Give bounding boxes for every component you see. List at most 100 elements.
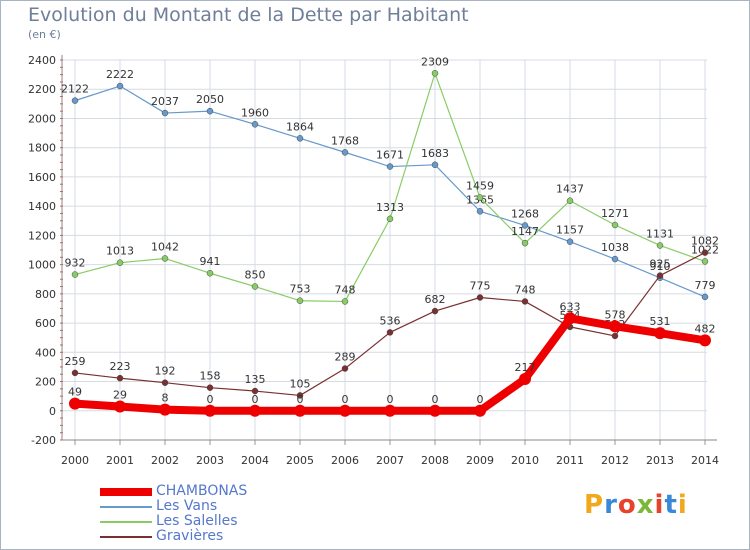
data-point: [206, 269, 214, 277]
data-point: [296, 135, 304, 142]
data-point: [341, 149, 349, 156]
x-tick-label: 2005: [286, 454, 314, 467]
x-tick-label: 2012: [601, 454, 629, 467]
data-point: [521, 222, 529, 229]
data-label: 1131: [646, 227, 674, 240]
x-tick-label: 2000: [61, 454, 89, 467]
data-point: [564, 312, 576, 325]
data-label: 0: [252, 393, 259, 406]
data-label: 223: [110, 360, 131, 373]
data-label: 105: [290, 377, 311, 390]
x-tick-label: 2004: [241, 454, 269, 467]
data-label: 482: [695, 322, 716, 335]
data-point: [386, 163, 394, 170]
y-tick-label: 2000: [28, 112, 56, 125]
data-label: 1157: [556, 224, 584, 237]
data-point: [566, 197, 574, 204]
y-tick-label: 0: [49, 405, 56, 418]
data-point: [476, 208, 484, 215]
data-point: [654, 327, 666, 340]
data-label: 0: [207, 393, 214, 406]
data-label: 2037: [151, 95, 179, 108]
data-point: [431, 307, 439, 315]
chart-title: Evolution du Montant de la Dette par Hab…: [28, 4, 469, 26]
data-point: [474, 404, 486, 417]
data-label: 682: [425, 293, 446, 306]
data-point: [159, 403, 171, 416]
y-tick-label: 1000: [28, 259, 56, 272]
y-tick-label: 2200: [28, 83, 56, 96]
y-tick-label: 200: [35, 376, 56, 389]
data-point: [656, 272, 664, 279]
data-point: [429, 404, 441, 417]
data-point: [204, 404, 216, 417]
x-tick-label: 2009: [466, 454, 494, 467]
data-label: 0: [387, 393, 394, 406]
legend-swatch: [100, 521, 152, 523]
data-point: [431, 70, 439, 77]
data-label: 135: [245, 373, 266, 386]
data-label: 850: [245, 269, 266, 282]
data-point: [519, 373, 531, 386]
data-point: [386, 329, 394, 336]
data-point: [251, 387, 259, 395]
data-point: [251, 283, 259, 290]
data-point: [161, 255, 169, 262]
y-tick-label: -200: [31, 434, 56, 447]
data-label: 217: [515, 361, 536, 374]
data-label: 748: [515, 283, 536, 296]
data-point: [116, 374, 124, 382]
data-label: 932: [65, 257, 86, 270]
data-label: 910: [650, 260, 671, 273]
x-tick-label: 2003: [196, 454, 224, 467]
data-point: [476, 194, 484, 201]
proxiti-logo: Proxiti: [584, 490, 688, 520]
x-tick-label: 2008: [421, 454, 449, 467]
legend-swatch: [100, 488, 152, 496]
data-point: [521, 298, 529, 305]
data-label: 1313: [376, 201, 404, 214]
data-label: 2222: [106, 68, 134, 81]
data-label: 753: [290, 283, 311, 296]
x-tick-label: 2007: [376, 454, 404, 467]
y-tick-label: 1800: [28, 142, 56, 155]
data-point: [656, 242, 664, 249]
data-point: [251, 121, 259, 128]
data-label: 1459: [466, 180, 494, 193]
data-point: [701, 258, 709, 265]
y-tick-label: 600: [35, 317, 56, 330]
data-point: [296, 297, 304, 304]
x-tick-label: 2010: [511, 454, 539, 467]
x-tick-label: 2001: [106, 454, 134, 467]
data-label: 2050: [196, 93, 224, 106]
data-label: 1042: [151, 240, 179, 253]
data-point: [206, 107, 214, 115]
data-label: 1437: [556, 183, 584, 196]
data-point: [206, 384, 214, 391]
x-tick-label: 2013: [646, 454, 674, 467]
data-label: 1147: [511, 225, 539, 238]
legend-label: Les Salelles: [156, 513, 238, 529]
data-label: 1864: [286, 120, 314, 133]
data-point: [116, 259, 124, 266]
x-tick-label: 2014: [691, 454, 719, 467]
y-tick-label: 800: [35, 288, 56, 301]
x-tick-label: 2002: [151, 454, 179, 467]
x-tick-label: 2006: [331, 454, 359, 467]
x-tick-label: 2011: [556, 454, 584, 467]
data-label: 29: [113, 389, 127, 402]
legend-swatch: [100, 536, 152, 538]
data-point: [71, 369, 79, 377]
legend-label: Gravières: [156, 528, 224, 544]
data-point: [296, 392, 304, 399]
data-point: [476, 294, 484, 301]
data-label: 1271: [601, 207, 629, 220]
data-point: [699, 334, 711, 347]
data-label: 925: [650, 258, 671, 271]
data-label: 0: [297, 393, 304, 406]
data-point: [69, 397, 81, 410]
data-point: [294, 404, 306, 417]
data-label: 1683: [421, 147, 449, 160]
data-point: [339, 404, 351, 417]
